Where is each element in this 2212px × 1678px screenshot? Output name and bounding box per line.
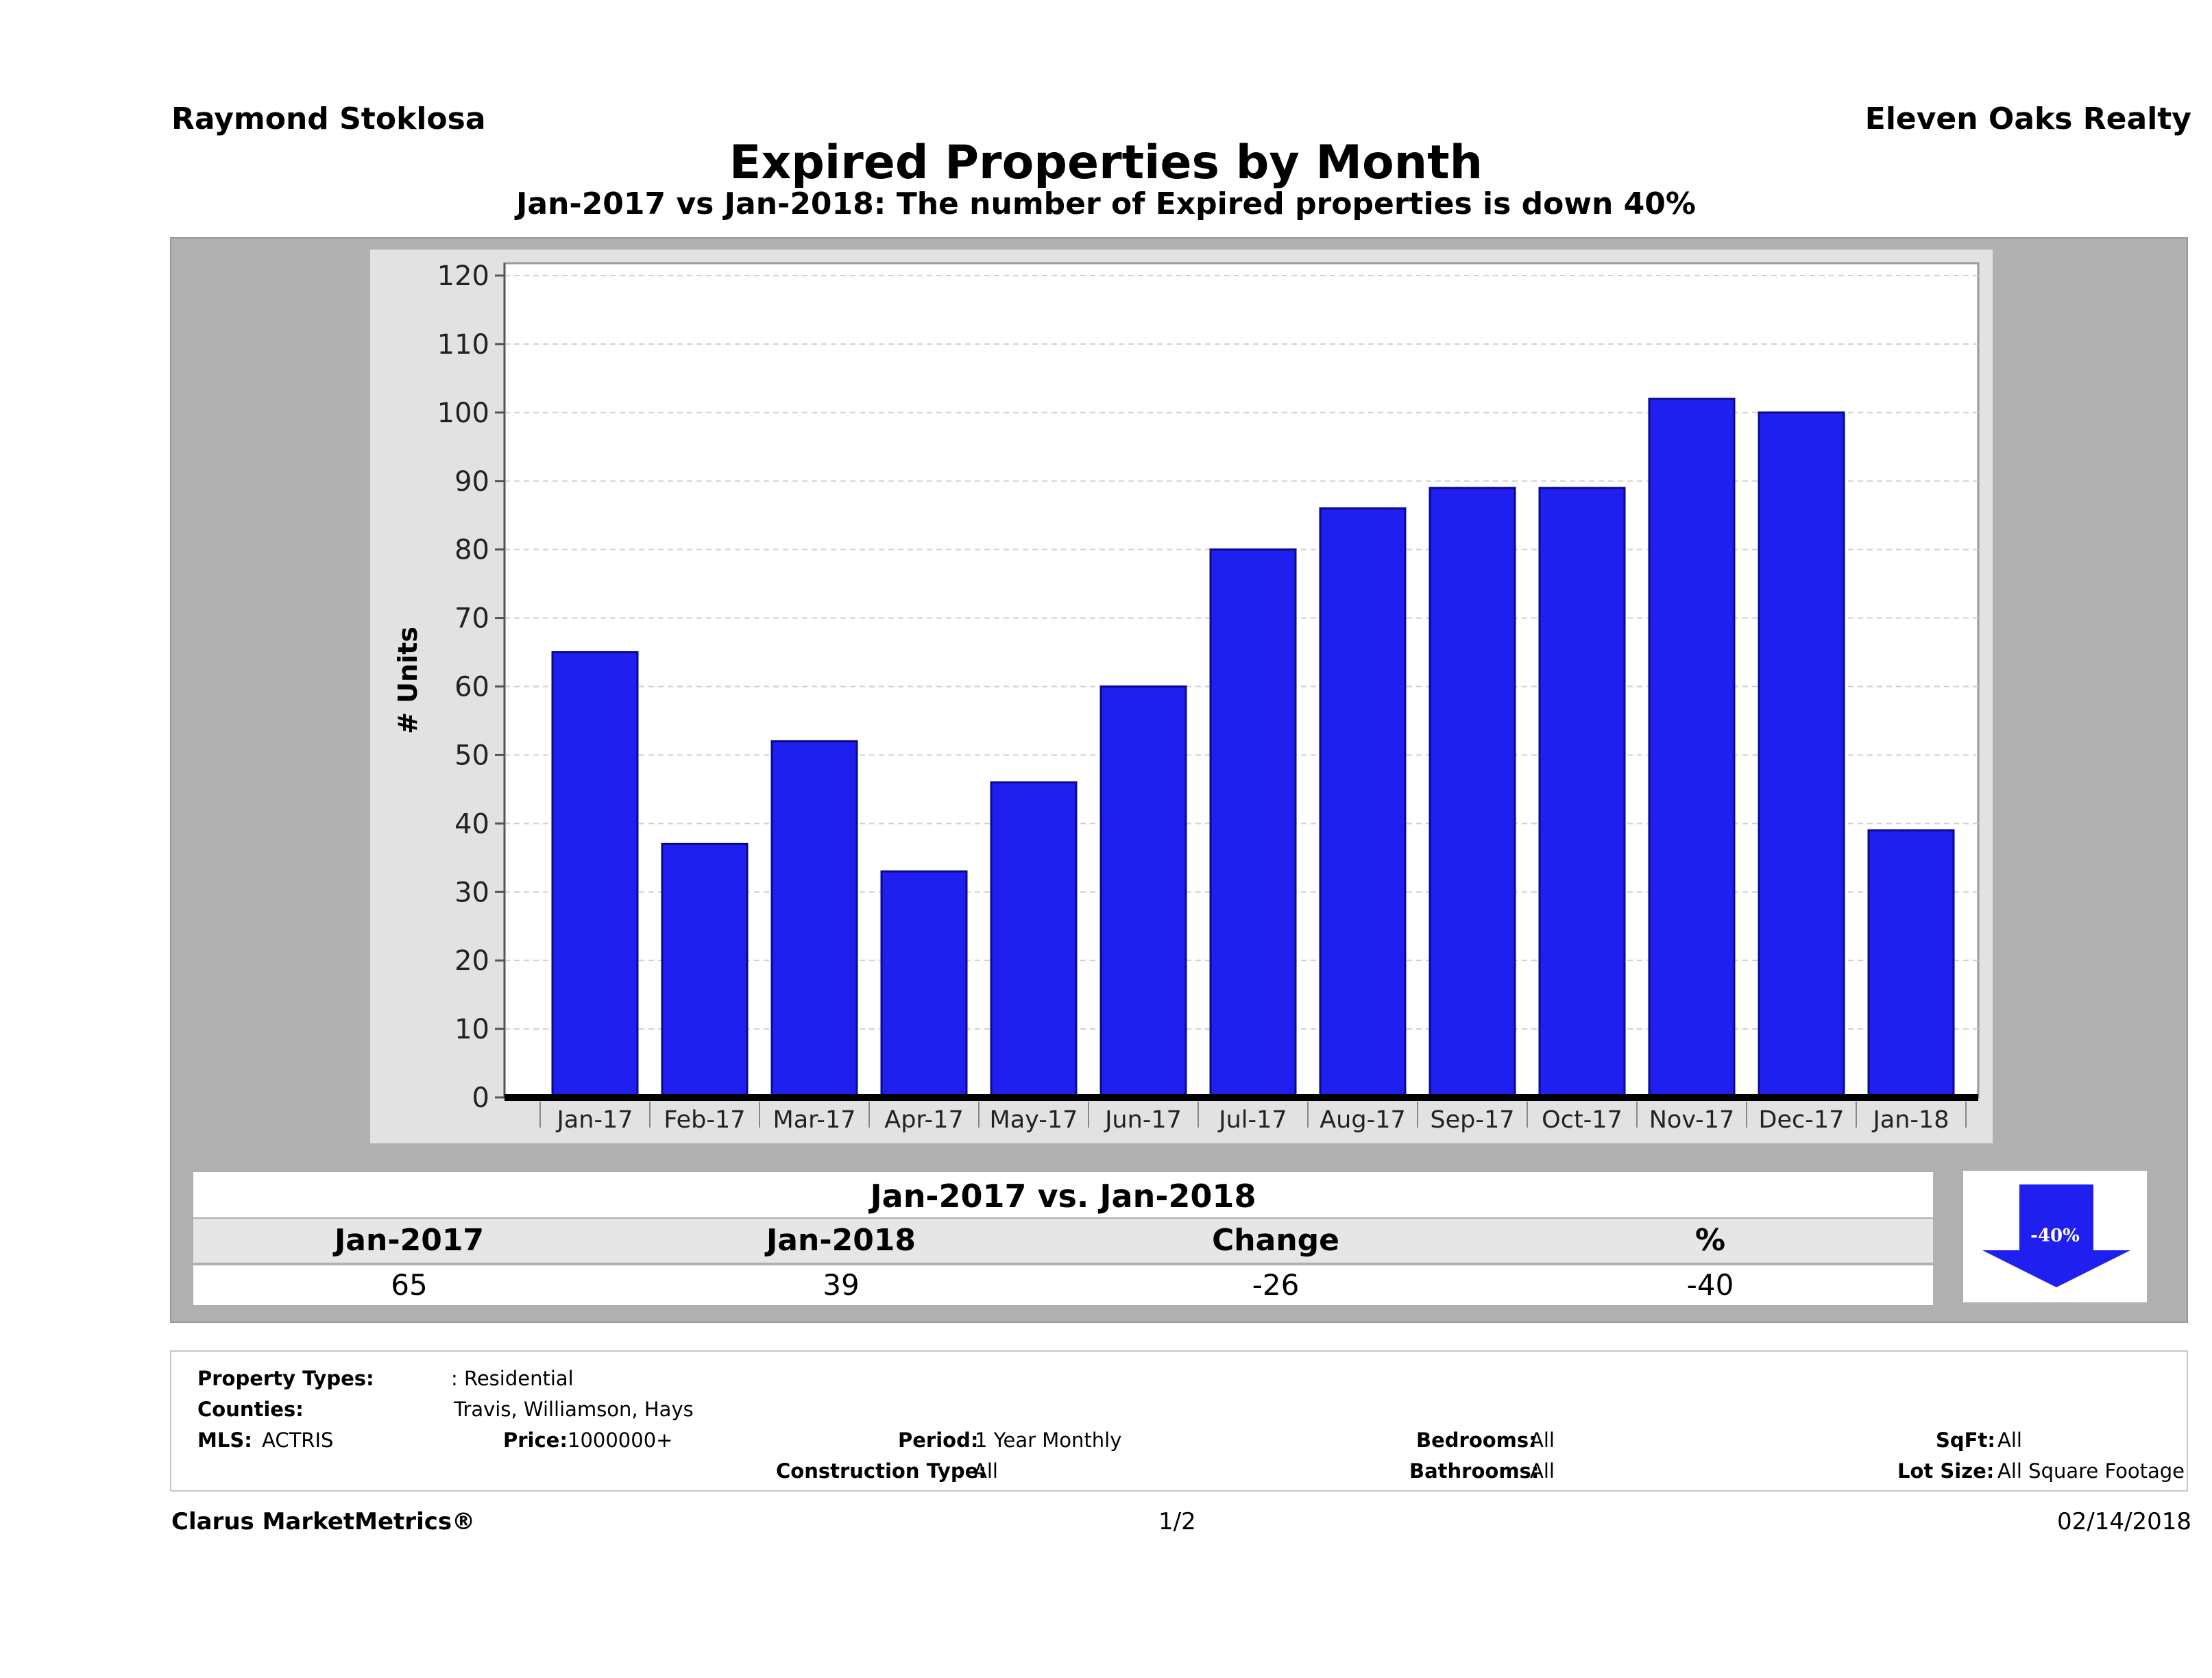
- y-tick-label: 80: [454, 535, 489, 566]
- bar: [661, 842, 749, 1099]
- y-tick-label: 50: [454, 740, 489, 771]
- y-tick-label: 70: [454, 603, 489, 635]
- bathrooms-value: All: [1530, 1459, 1555, 1483]
- filter-summary: Property Types: : Residential Counties: …: [170, 1350, 2188, 1492]
- bar: [880, 870, 968, 1099]
- y-tick-label: 120: [437, 260, 489, 292]
- construction-type-value: All: [973, 1459, 998, 1483]
- y-tick-label: 60: [454, 672, 489, 703]
- x-tick-label: Oct-17: [1542, 1106, 1622, 1134]
- property-types-label: Property Types:: [197, 1367, 374, 1390]
- y-tick-label: 30: [454, 877, 489, 908]
- x-tick-label: Aug-17: [1320, 1106, 1406, 1134]
- footer-brand: Clarus MarketMetrics®: [171, 1508, 476, 1535]
- y-tick-label: 0: [472, 1082, 489, 1114]
- bar: [1758, 411, 1845, 1099]
- comparison-value-percent: -40: [1686, 1268, 1734, 1302]
- down-arrow-icon: [1982, 1184, 2130, 1287]
- brokerage-name: Eleven Oaks Realty: [1864, 101, 2191, 136]
- footer-date: 02/14/2018: [2057, 1508, 2191, 1535]
- construction-type-label: Construction Type:: [776, 1459, 986, 1483]
- comparison-label-jan2018: Jan-2018: [766, 1223, 916, 1258]
- y-tick-label: 40: [454, 808, 489, 840]
- comparison-label-change: Change: [1212, 1223, 1339, 1258]
- mls-label: MLS:: [197, 1428, 252, 1452]
- bar: [551, 651, 639, 1099]
- y-tick-label: 110: [437, 329, 489, 361]
- comparison-labels-row: Jan-2017 Jan-2018 Change %: [193, 1219, 1933, 1263]
- bedrooms-label: Bedrooms:: [1416, 1428, 1537, 1452]
- bar-chart: 0 10 20 30 40 50 60 70 80 90 100 110 120 # Units Jan-1…: [393, 260, 1980, 1134]
- y-axis-label: # Units: [393, 627, 423, 734]
- bar: [1099, 685, 1187, 1099]
- change-badge-label: -40%: [2030, 1226, 2080, 1246]
- x-tick-label: Nov-17: [1649, 1106, 1735, 1134]
- period-value: 1 Year Monthly: [975, 1428, 1122, 1452]
- mls-value: ACTRIS: [262, 1428, 334, 1452]
- sqft-value: All: [1997, 1428, 2022, 1452]
- price-label: Price:: [503, 1428, 568, 1452]
- x-tick-label: Feb-17: [664, 1106, 745, 1134]
- sqft-label: SqFt:: [1936, 1428, 1995, 1452]
- x-tick-label: Jul-17: [1217, 1106, 1287, 1134]
- counties-value: Travis, Williamson, Hays: [454, 1398, 694, 1421]
- x-tick-label: May-17: [990, 1106, 1078, 1134]
- page-subtitle: Jan-2017 vs Jan-2018: The number of Expi…: [516, 186, 1696, 221]
- bar: [1867, 829, 1955, 1099]
- comparison-value-jan2018: 39: [823, 1268, 860, 1302]
- comparison-value-jan2017: 65: [391, 1268, 428, 1302]
- lot-size-value: All Square Footage: [1997, 1459, 2185, 1483]
- footer-page-number: 1/2: [1158, 1508, 1196, 1535]
- x-tick-label: Jun-17: [1104, 1106, 1182, 1134]
- change-badge: [1963, 1171, 2147, 1302]
- comparison-label-percent: %: [1694, 1223, 1726, 1258]
- y-tick-label: 10: [454, 1014, 489, 1045]
- bar: [1429, 487, 1516, 1099]
- bedrooms-value: All: [1530, 1428, 1555, 1452]
- period-label: Period:: [898, 1428, 979, 1452]
- page-title: Expired Properties by Month: [729, 136, 1483, 190]
- price-value: 1000000+: [568, 1428, 673, 1452]
- x-tick-label: Mar-17: [773, 1106, 856, 1134]
- bar: [1538, 487, 1626, 1099]
- bar: [990, 781, 1078, 1099]
- comparison-label-jan2017: Jan-2017: [334, 1223, 485, 1258]
- lot-size-label: Lot Size:: [1897, 1459, 1995, 1483]
- bar: [770, 740, 858, 1099]
- x-tick-label: Jan-17: [555, 1106, 633, 1134]
- comparison-value-change: -26: [1252, 1268, 1300, 1302]
- bar: [1209, 548, 1297, 1099]
- comparison-header: Jan-2017 vs. Jan-2018: [193, 1172, 1933, 1217]
- bathrooms-label: Bathrooms:: [1409, 1459, 1540, 1483]
- property-types-value: : Residential: [451, 1367, 574, 1390]
- y-tick-label: 90: [454, 466, 489, 498]
- y-tick-label: 100: [437, 398, 489, 429]
- x-tick-label: Dec-17: [1759, 1106, 1845, 1134]
- agent-name: Raymond Stoklosa: [171, 101, 486, 136]
- bar: [1319, 507, 1407, 1099]
- x-tick-label: Sep-17: [1430, 1106, 1514, 1134]
- x-tick-label: Jan-18: [1871, 1106, 1949, 1134]
- comparison-values-row: 65 39 -26 -40: [193, 1265, 1933, 1305]
- y-tick-label: 20: [454, 945, 489, 977]
- x-tick-label: Apr-17: [884, 1106, 963, 1134]
- counties-label: Counties:: [197, 1398, 304, 1421]
- bar: [1648, 398, 1736, 1099]
